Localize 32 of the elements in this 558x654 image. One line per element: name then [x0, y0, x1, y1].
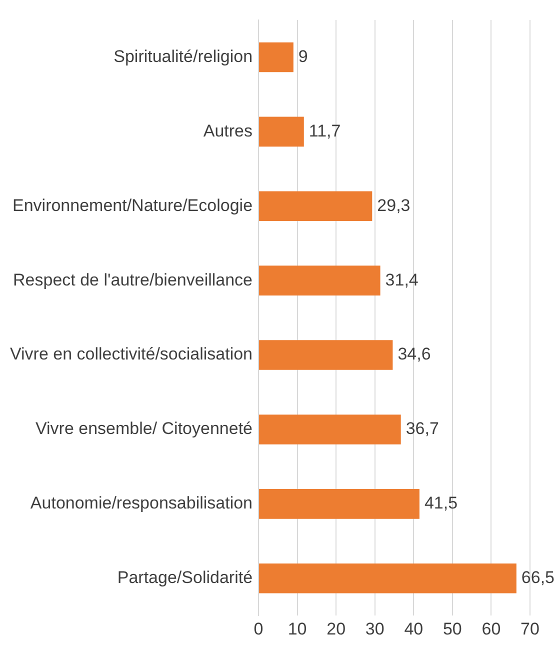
- y-tick-label: Respect de l'autre/bienveillance: [13, 270, 253, 290]
- bar: [259, 414, 401, 444]
- y-tick-label: Vivre ensemble/ Citoyenneté: [35, 419, 253, 438]
- y-tick-label: Spiritualité/religion: [114, 46, 253, 66]
- data-label: 34,6: [398, 344, 431, 364]
- data-label: 31,4: [385, 270, 418, 290]
- y-tick-label: Vivre en collectivité/socialisation: [10, 344, 253, 364]
- data-label: 11,7: [308, 121, 341, 140]
- data-label: 36,7: [406, 419, 439, 438]
- y-tick-label: Partage/Solidarité: [117, 568, 253, 588]
- x-tick-label: 20: [326, 619, 346, 638]
- y-tick-label: Environnement/Nature/Ecologie: [12, 196, 253, 215]
- x-tick-label: 30: [365, 619, 384, 638]
- data-label: 29,3: [377, 196, 410, 215]
- x-tick-label: 70: [520, 619, 540, 638]
- bar: [259, 266, 380, 296]
- bar: [259, 191, 372, 222]
- data-label: 66,5: [521, 568, 555, 588]
- data-label: 41,5: [424, 494, 458, 513]
- x-tick-label: 0: [254, 619, 264, 638]
- x-tick-label: 50: [442, 619, 462, 638]
- x-tick-label: 10: [288, 619, 307, 638]
- y-tick-label: Autonomie/responsabilisation: [30, 494, 253, 513]
- x-tick-label: 40: [404, 619, 424, 638]
- data-label: 9: [298, 46, 308, 66]
- x-tick-label: 60: [482, 619, 501, 638]
- bar: [259, 340, 393, 370]
- bar: [259, 563, 516, 594]
- bar: [259, 489, 420, 519]
- bar: [259, 42, 294, 72]
- y-tick-label: Autres: [203, 121, 253, 140]
- bar: [259, 116, 304, 147]
